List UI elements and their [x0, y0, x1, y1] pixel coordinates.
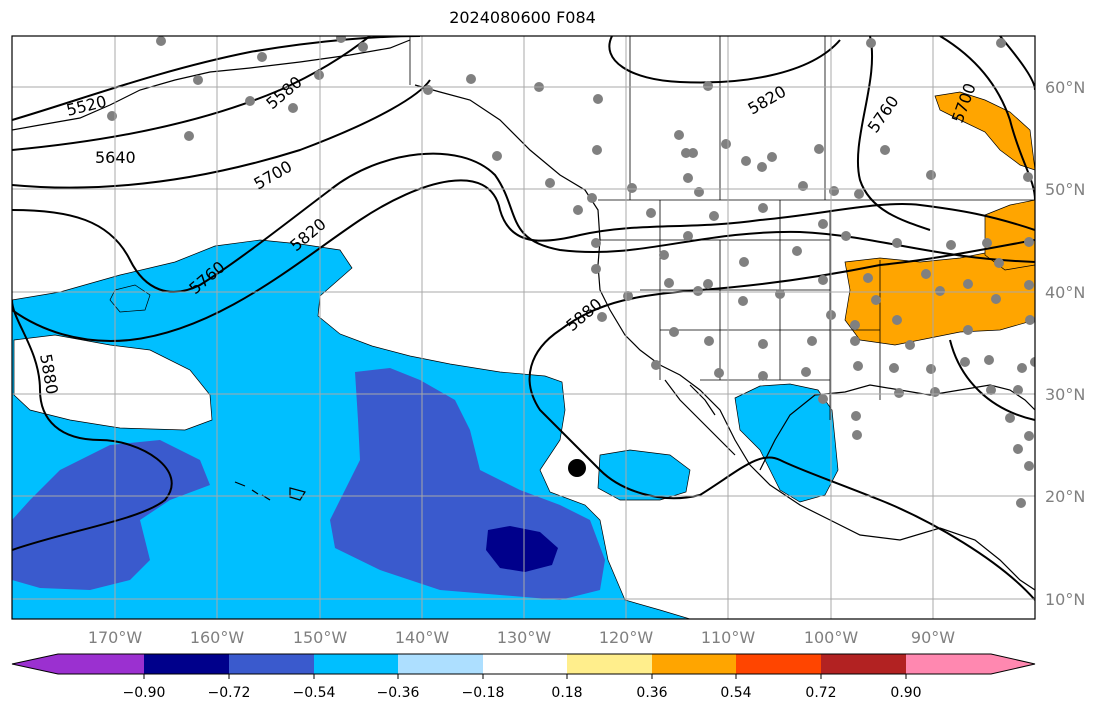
colorbar-tick-marks	[143, 674, 907, 679]
colorbar-tick: 0.36	[636, 685, 667, 701]
colorbar-swatch	[314, 654, 398, 674]
colorbar-tick: −0.54	[293, 685, 336, 701]
lat-tick: 10°N	[1045, 590, 1085, 609]
colorbar-tick: −0.90	[123, 685, 166, 701]
lon-tick: 170°W	[88, 628, 143, 647]
colorbar-tick: 0.18	[551, 685, 582, 701]
lon-tick: 110°W	[701, 628, 756, 647]
colorbar-swatch	[58, 654, 144, 674]
colorbar-swatch	[144, 654, 229, 674]
anomaly-region-medium-blue-west	[12, 440, 210, 590]
storm-center-marker	[568, 459, 586, 477]
map-gridlines	[12, 36, 1035, 619]
colorbar-tick: −0.36	[377, 685, 420, 701]
colorbar-swatch	[906, 654, 991, 674]
colorbar-swatch	[821, 654, 906, 674]
colorbar-swatch	[652, 654, 736, 674]
colorbar-swatch	[229, 654, 314, 674]
colorbar-tick: −0.72	[208, 685, 251, 701]
lon-tick: 100°W	[804, 628, 859, 647]
lon-tick: 90°W	[911, 628, 955, 647]
lon-tick: 130°W	[497, 628, 552, 647]
lat-tick: 60°N	[1045, 78, 1085, 97]
colorbar-tick: −0.18	[462, 685, 505, 701]
contour-label: 5640	[95, 148, 136, 167]
hawaii-islands	[234, 481, 306, 501]
anomaly-hole	[13, 334, 213, 431]
longitude-ticks: 170°W 160°W 150°W 140°W 130°W 120°W 110°…	[88, 628, 955, 647]
lat-tick: 40°N	[1045, 283, 1085, 302]
colorbar-swatch	[483, 654, 567, 674]
anomaly-region-dark-blue	[486, 526, 558, 572]
lat-tick: 50°N	[1045, 180, 1085, 199]
lon-tick: 120°W	[599, 628, 654, 647]
lat-tick: 20°N	[1045, 487, 1085, 506]
colorbar-swatch	[567, 654, 652, 674]
anomaly-region-eq-pacific	[597, 449, 691, 501]
colorbar-tick: 0.72	[805, 685, 836, 701]
coastline-alaska	[12, 39, 411, 131]
lat-tick: 30°N	[1045, 385, 1085, 404]
anomaly-region-orange-great-lakes	[984, 199, 1035, 271]
colorbar-extend-max	[991, 654, 1035, 674]
colorbar-tick: 0.90	[890, 685, 921, 701]
height-contours	[12, 36, 1035, 601]
colorbar: −0.90 −0.72 −0.54 −0.36 −0.18 0.18 0.36 …	[11, 653, 1036, 701]
coastline-baja	[664, 379, 736, 456]
lon-tick: 140°W	[395, 628, 450, 647]
coastline-north-america	[414, 84, 1035, 591]
colorbar-swatch	[736, 654, 821, 674]
anomaly-region-orange-canada	[934, 91, 1035, 171]
colorbar-tick-labels: −0.90 −0.72 −0.54 −0.36 −0.18 0.18 0.36 …	[123, 685, 922, 701]
lon-tick: 150°W	[293, 628, 348, 647]
colorbar-tick: 0.54	[720, 685, 751, 701]
station-dots	[107, 36, 1035, 508]
latitude-ticks: 60°N 50°N 40°N 30°N 20°N 10°N	[1045, 78, 1085, 609]
lon-tick: 160°W	[190, 628, 245, 647]
map-frame	[11, 35, 1036, 620]
map-title: 2024080600 F084	[449, 8, 596, 27]
colorbar-swatch	[398, 654, 483, 674]
colorbar-outline	[11, 653, 1036, 675]
colorbar-extend-min	[12, 654, 58, 674]
